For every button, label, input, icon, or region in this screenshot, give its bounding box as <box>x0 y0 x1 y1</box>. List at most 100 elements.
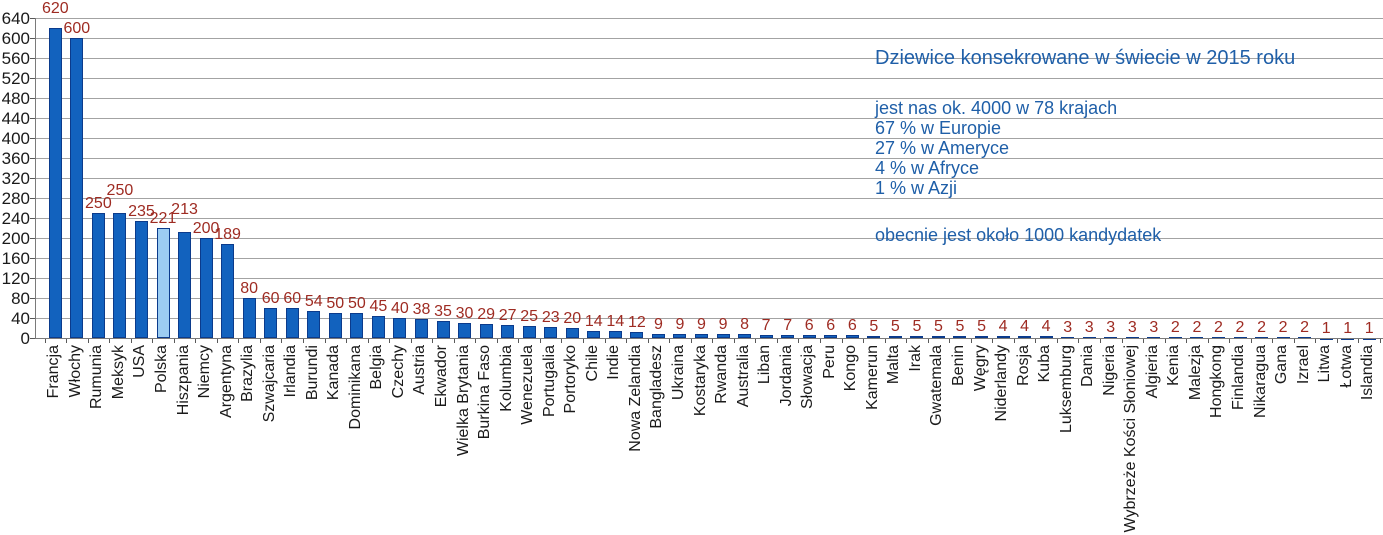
bar <box>501 324 515 338</box>
bar-value-label: 3 <box>1084 318 1094 336</box>
category-label: Rwanda <box>713 345 731 404</box>
category-label: Algieria <box>1143 345 1161 399</box>
x-axis-tick <box>819 338 821 343</box>
category-label: Chile <box>583 345 601 382</box>
x-axis-tick <box>1186 338 1188 343</box>
bar <box>608 331 622 338</box>
y-axis-label: 120 <box>1 269 30 288</box>
x-axis-tick <box>66 338 68 343</box>
x-axis-tick <box>669 338 671 343</box>
y-axis-label: 640 <box>1 9 30 28</box>
y-axis-label: 40 <box>11 309 30 328</box>
y-axis-tick <box>30 298 35 299</box>
bar <box>716 333 730 338</box>
x-axis-tick <box>647 338 649 343</box>
bar <box>134 220 148 338</box>
bar <box>522 325 536 338</box>
y-axis-tick <box>30 318 35 319</box>
bar <box>975 335 989 338</box>
category-label: Wenezuela <box>519 345 537 425</box>
category-label: Irak <box>906 345 924 372</box>
category-label: Ekwador <box>433 345 451 408</box>
bar-value-label: 60 <box>261 290 280 307</box>
y-axis-tick <box>30 138 35 139</box>
category-label: Niderlandy <box>993 345 1011 422</box>
bar-value-label: 60 <box>283 290 302 307</box>
bar-value-label: 235 <box>128 202 155 220</box>
bar-value-label: 2 <box>1192 319 1202 336</box>
category-label: Rumunia <box>88 345 106 410</box>
y-axis-label: 440 <box>1 109 30 128</box>
category-label: Indie <box>605 345 623 380</box>
bar <box>371 315 385 338</box>
bar <box>350 313 364 338</box>
bar-value-label: 4 <box>1020 318 1030 335</box>
bar-value-label: 5 <box>869 317 879 335</box>
x-axis-tick <box>1207 338 1209 343</box>
bar <box>264 308 278 338</box>
y-axis-tick <box>30 218 35 219</box>
y-axis-label: 360 <box>1 149 30 168</box>
bar <box>156 227 170 338</box>
y-axis-tick <box>30 118 35 119</box>
x-axis-tick <box>927 338 929 343</box>
bar <box>479 323 493 338</box>
y-axis-line <box>35 18 36 338</box>
x-axis-tick <box>259 338 261 343</box>
x-axis-tick <box>518 338 520 343</box>
bar-value-label: 6 <box>804 317 814 334</box>
y-axis-tick <box>30 198 35 199</box>
bar-value-label: 2 <box>1300 319 1310 336</box>
bar-value-label: 29 <box>477 305 495 323</box>
bar-value-label: 2 <box>1235 319 1245 336</box>
category-label: Burkina Faso <box>476 345 494 440</box>
bar-value-label: 5 <box>912 317 922 335</box>
chart-annotation-block: Dziewice konsekrowane w świecie w 2015 r… <box>875 46 1295 245</box>
category-label: USA <box>131 345 149 378</box>
x-axis-tick <box>216 338 218 343</box>
bar <box>436 320 450 338</box>
bar-value-label: 3 <box>1063 318 1073 336</box>
x-axis-tick <box>1336 338 1338 343</box>
x-axis-tick <box>1078 338 1080 343</box>
category-label: Niemcy <box>196 345 214 399</box>
bar-value-label: 14 <box>584 313 603 330</box>
bar <box>307 311 321 338</box>
category-label: Słowacja <box>799 345 817 410</box>
bar-value-label: 4 <box>998 318 1008 335</box>
bar <box>781 334 795 338</box>
bar-value-label: 8 <box>740 316 750 333</box>
x-axis-tick <box>432 338 434 343</box>
bar <box>630 332 644 338</box>
bar-value-label: 9 <box>653 315 663 333</box>
bar-value-label: 4 <box>1041 318 1051 335</box>
bar-value-label: 54 <box>304 293 323 310</box>
x-axis-tick <box>949 338 951 343</box>
category-label: Kuba <box>1036 345 1054 383</box>
x-axis-tick <box>453 338 455 343</box>
category-label: Bangladesz <box>648 345 666 429</box>
category-label: Polska <box>153 345 170 394</box>
category-label: Izrael <box>1294 345 1312 385</box>
category-label: Irlandia <box>282 345 300 398</box>
bar-value-label: 2 <box>1214 319 1223 336</box>
x-axis-tick <box>1315 338 1317 343</box>
gridline <box>35 158 1383 159</box>
x-axis-tick <box>1272 338 1274 343</box>
bar-value-label: 50 <box>326 295 345 312</box>
bar <box>695 333 708 338</box>
bar <box>1039 336 1053 338</box>
x-axis-tick <box>712 338 714 343</box>
category-label: Węgry <box>971 345 989 392</box>
x-axis-tick <box>690 338 692 343</box>
bar <box>199 238 213 338</box>
x-axis-tick <box>346 338 348 343</box>
gridline <box>35 58 1383 59</box>
bar <box>845 335 859 338</box>
category-label: Benin <box>949 345 967 386</box>
y-axis-tick <box>30 18 35 19</box>
bar-value-label: 14 <box>606 313 625 330</box>
x-axis-tick <box>884 338 886 343</box>
bar-value-label: 38 <box>412 301 431 318</box>
y-axis-label: 80 <box>11 289 30 308</box>
